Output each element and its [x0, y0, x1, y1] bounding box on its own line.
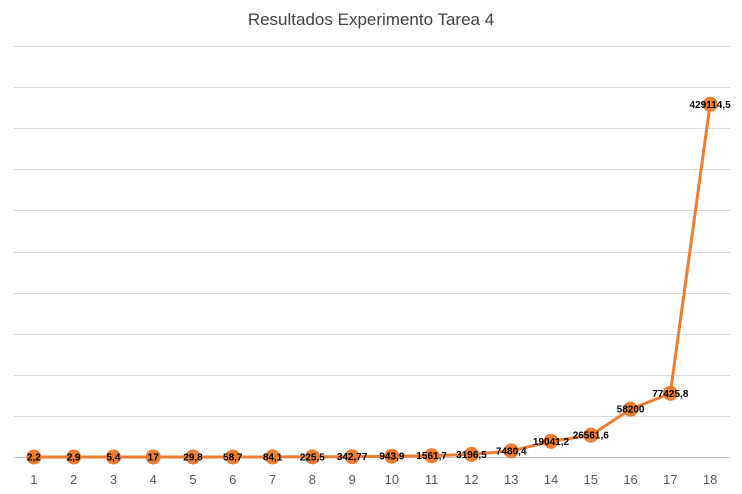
x-tick-label: 10 — [385, 472, 399, 487]
data-point-marker — [105, 449, 121, 465]
data-point-marker — [424, 448, 440, 464]
data-label: 1561,7 — [416, 451, 447, 462]
data-label: 26561,6 — [573, 431, 610, 442]
data-label: 342,77 — [337, 452, 368, 463]
data-labels: 2,2 2,9 5,4 17 29,8 58,7 84,1 225,5 342,77 943,9 1… — [27, 100, 731, 464]
data-label: 77425,8 — [652, 389, 689, 400]
x-tick-label: 4 — [150, 472, 157, 487]
data-label: 225,5 — [300, 452, 325, 463]
data-label: 2,2 — [27, 452, 41, 463]
x-tick-label: 13 — [504, 472, 518, 487]
data-label: 7480,4 — [496, 446, 527, 457]
x-tick-label: 3 — [110, 472, 117, 487]
chart-title: Resultados Experimento Tarea 4 — [247, 10, 495, 29]
x-tick-label: 18 — [703, 472, 717, 487]
data-label: 3196,5 — [456, 450, 487, 461]
x-tick-label: 6 — [229, 472, 236, 487]
data-label: 2,9 — [67, 452, 81, 463]
x-tick-label: 15 — [584, 472, 598, 487]
data-label: 58200 — [617, 405, 645, 416]
data-point-marker — [543, 433, 559, 449]
x-tick-label: 1 — [30, 472, 37, 487]
data-point-marker — [623, 401, 639, 417]
data-point-marker — [384, 448, 400, 464]
data-point-marker — [702, 96, 718, 112]
series-line — [33, 104, 712, 459]
x-axis-ticks: 1 2 3 4 5 6 7 8 9 10 11 12 13 14 15 16 17 18 — [30, 472, 717, 487]
data-point-marker — [662, 385, 678, 401]
data-point-marker — [265, 449, 281, 465]
x-tick-label: 12 — [464, 472, 478, 487]
data-label: 943,9 — [379, 452, 404, 463]
data-point-marker — [304, 449, 320, 465]
data-label: 58,7 — [223, 452, 243, 463]
x-tick-label: 16 — [623, 472, 637, 487]
x-tick-label: 5 — [189, 472, 196, 487]
data-label: 84,1 — [263, 452, 283, 463]
series-markers — [26, 96, 718, 465]
x-tick-label: 2 — [70, 472, 77, 487]
data-point-marker — [225, 449, 241, 465]
gridlines — [14, 46, 730, 417]
data-point-marker — [26, 449, 42, 465]
x-tick-label: 17 — [663, 472, 677, 487]
data-label: 17 — [148, 452, 160, 463]
data-label: 5,4 — [106, 452, 120, 463]
data-label: 19041,2 — [533, 437, 570, 448]
x-tick-label: 9 — [348, 472, 355, 487]
x-tick-label: 14 — [544, 472, 558, 487]
data-point-marker — [145, 449, 161, 465]
x-tick-label: 8 — [309, 472, 316, 487]
data-point-marker — [463, 446, 479, 462]
x-tick-label: 11 — [425, 472, 439, 487]
data-label: 429114,5 — [690, 100, 732, 111]
x-tick-label: 7 — [269, 472, 276, 487]
data-point-marker — [185, 449, 201, 465]
data-point-marker — [583, 427, 599, 443]
data-point-marker — [344, 449, 360, 465]
data-point-marker — [66, 449, 82, 465]
data-point-marker — [503, 443, 519, 459]
data-label: 29,8 — [183, 452, 203, 463]
